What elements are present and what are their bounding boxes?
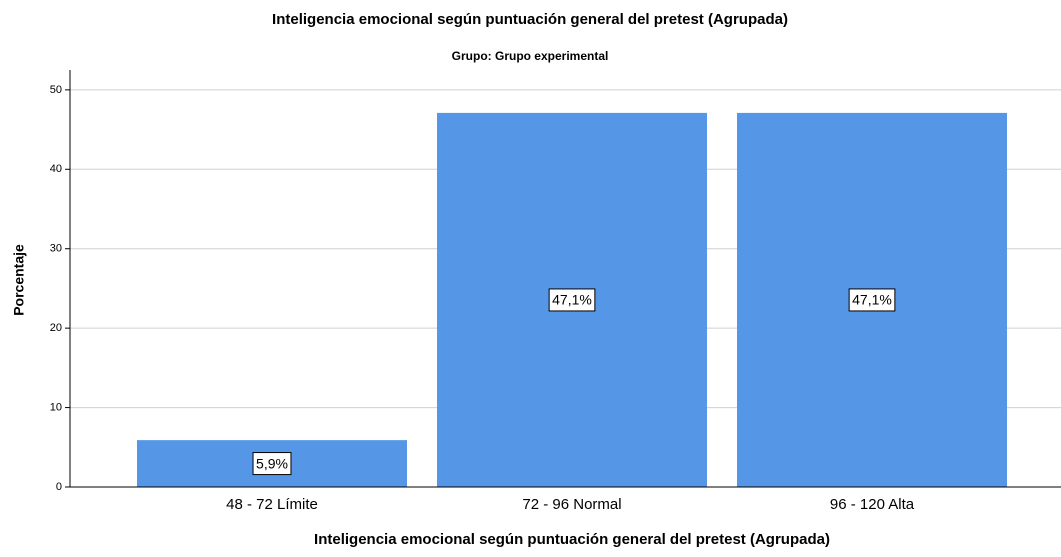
- y-tick-label: 30: [50, 243, 62, 255]
- value-label: 47,1%: [852, 292, 892, 308]
- y-axis-title: Porcentaje: [11, 244, 27, 316]
- y-tick-label: 10: [50, 401, 62, 413]
- y-tick-label: 20: [50, 322, 62, 334]
- y-tick-label: 40: [50, 163, 62, 175]
- value-label: 47,1%: [552, 292, 592, 308]
- chart-title: Inteligencia emocional según puntuación …: [272, 11, 788, 28]
- x-tick-label: 96 - 120 Alta: [830, 496, 915, 513]
- x-tick-label: 48 - 72 Límite: [226, 496, 318, 513]
- y-tick-label: 0: [56, 481, 62, 493]
- chart-subtitle: Grupo: Grupo experimental: [452, 49, 609, 63]
- value-label-box: [848, 288, 896, 312]
- y-tick-label: 50: [50, 84, 62, 96]
- x-tick-label: 72 - 96 Normal: [522, 496, 621, 513]
- value-label: 5,9%: [256, 455, 288, 471]
- value-label-box: [252, 452, 292, 476]
- x-axis-title: Inteligencia emocional según puntuación …: [314, 531, 830, 548]
- value-label-box: [548, 288, 596, 312]
